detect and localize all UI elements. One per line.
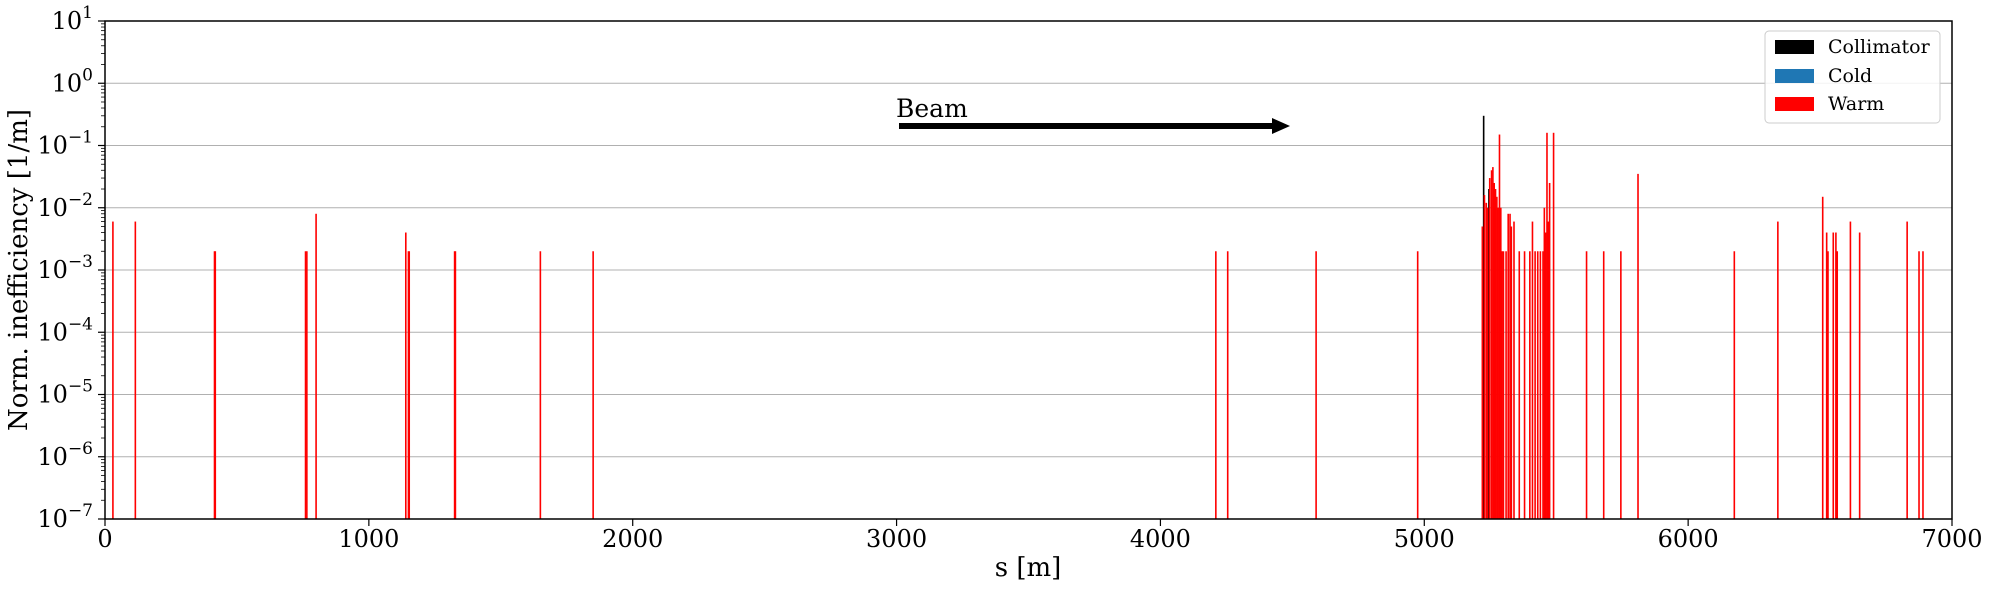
bar-warm: [1509, 213, 1511, 519]
legend-swatch-collimator: [1775, 40, 1814, 54]
bar-warm: [404, 232, 407, 519]
legend-swatch-cold: [1775, 69, 1814, 83]
bar-warm: [1497, 207, 1499, 519]
axis-ticks: 101 100 10−1 10−2 10−3 10−4 10−5 10−6 10−70 1000 2…: [37, 3, 1982, 553]
bar-warm: [1498, 134, 1501, 519]
bar-warm: [1215, 251, 1217, 520]
bar-warm: [1505, 251, 1507, 520]
bar-warm: [112, 221, 114, 519]
bar-warm: [1485, 202, 1488, 519]
x-tick-label: 5000: [1394, 525, 1455, 553]
bar-warm: [1529, 251, 1531, 520]
y-tick-label: 10−2: [37, 190, 93, 222]
legend-swatch-warm: [1775, 97, 1814, 111]
x-tick-label: 7000: [1921, 525, 1982, 553]
bar-warm: [592, 251, 594, 520]
y-tick-label: 100: [52, 65, 93, 97]
bar-warm: [1513, 221, 1515, 519]
bar-warm: [1486, 207, 1489, 519]
x-tick-label: 0: [97, 525, 112, 553]
bar-warm: [1496, 196, 1498, 519]
legend-label-warm: Warm: [1828, 93, 1884, 115]
bar-warm: [1835, 232, 1837, 519]
bar-warm: [408, 251, 411, 520]
bar-warm: [134, 221, 137, 519]
bar-warm: [1226, 251, 1229, 520]
x-axis-title: s [m]: [995, 553, 1062, 583]
y-tick-label: 101: [52, 3, 93, 35]
bar-warm: [1523, 251, 1526, 520]
bar-warm: [1552, 132, 1555, 520]
bar-warm: [1501, 251, 1503, 520]
beam-arrowhead-icon: [1272, 118, 1290, 134]
bar-warm: [1918, 251, 1920, 520]
beam-annotation: Beam: [896, 94, 1290, 134]
bar-warm: [306, 251, 308, 520]
bar-warm: [1546, 132, 1548, 520]
y-axis-title: Norm. inefficiency [1/m]: [4, 109, 34, 431]
bar-warm: [1315, 251, 1317, 520]
bar-warm: [1542, 251, 1544, 520]
bar-warm: [1922, 251, 1924, 520]
bar-warm: [1507, 213, 1509, 519]
bar-warm: [1777, 221, 1779, 519]
bar-warm: [1510, 226, 1513, 519]
bars-layer: [112, 115, 1924, 520]
bar-warm: [539, 251, 542, 520]
bar-warm: [1836, 251, 1839, 520]
y-tick-label: 10−5: [37, 377, 93, 409]
bar-warm: [1493, 182, 1496, 519]
y-tick-label: 10−1: [37, 128, 93, 160]
bar-warm: [1849, 221, 1852, 519]
x-tick-label: 4000: [1130, 525, 1191, 553]
bar-warm: [1906, 221, 1908, 519]
bar-warm: [1548, 182, 1551, 519]
bar-warm: [1518, 251, 1521, 520]
bar-warm: [315, 213, 317, 519]
bar-warm: [1536, 251, 1539, 520]
bar-warm: [1602, 251, 1605, 520]
bar-warm: [1821, 196, 1824, 519]
bar-warm: [1494, 189, 1497, 520]
y-tick-label: 10−4: [37, 314, 93, 346]
x-tick-label: 2000: [602, 525, 663, 553]
bar-warm: [1531, 221, 1534, 519]
bar-warm: [1483, 195, 1486, 520]
bar-warm: [1544, 232, 1547, 519]
bar-warm: [1585, 251, 1588, 520]
bar-warm: [1733, 251, 1736, 520]
bar-warm: [1832, 232, 1835, 519]
legend-label-cold: Cold: [1828, 65, 1872, 87]
bar-warm: [1825, 232, 1828, 519]
bar-warm: [1637, 173, 1639, 519]
bar-warm: [1416, 251, 1419, 520]
bar-warm: [1620, 251, 1622, 520]
legend: Collimator Cold Warm: [1764, 30, 1941, 124]
x-tick-label: 6000: [1658, 525, 1719, 553]
bar-warm: [1543, 207, 1546, 519]
y-tick-label: 10−3: [37, 252, 93, 284]
bar-warm: [1539, 251, 1542, 520]
bar-warm: [1488, 178, 1491, 519]
beam-label: Beam: [896, 94, 968, 123]
bar-warm: [304, 251, 307, 520]
bar-warm: [454, 251, 457, 520]
bar-warm: [1858, 232, 1861, 519]
bar-warm: [1500, 207, 1502, 519]
bar-warm: [1492, 167, 1494, 519]
bar-warm: [1490, 170, 1493, 519]
bar-warm: [1547, 221, 1550, 519]
y-tick-label: 10−7: [37, 501, 93, 533]
bar-warm: [1534, 251, 1536, 520]
bar-warm: [214, 251, 217, 520]
bar-warm: [1481, 226, 1484, 519]
bar-warm: [1827, 251, 1829, 520]
bar-warm: [1502, 251, 1505, 520]
x-tick-label: 3000: [866, 525, 927, 553]
grid-lines: [105, 82, 1952, 458]
legend-label-collimator: Collimator: [1828, 36, 1931, 58]
x-tick-label: 1000: [338, 525, 399, 553]
y-tick-label: 10−6: [37, 439, 93, 471]
